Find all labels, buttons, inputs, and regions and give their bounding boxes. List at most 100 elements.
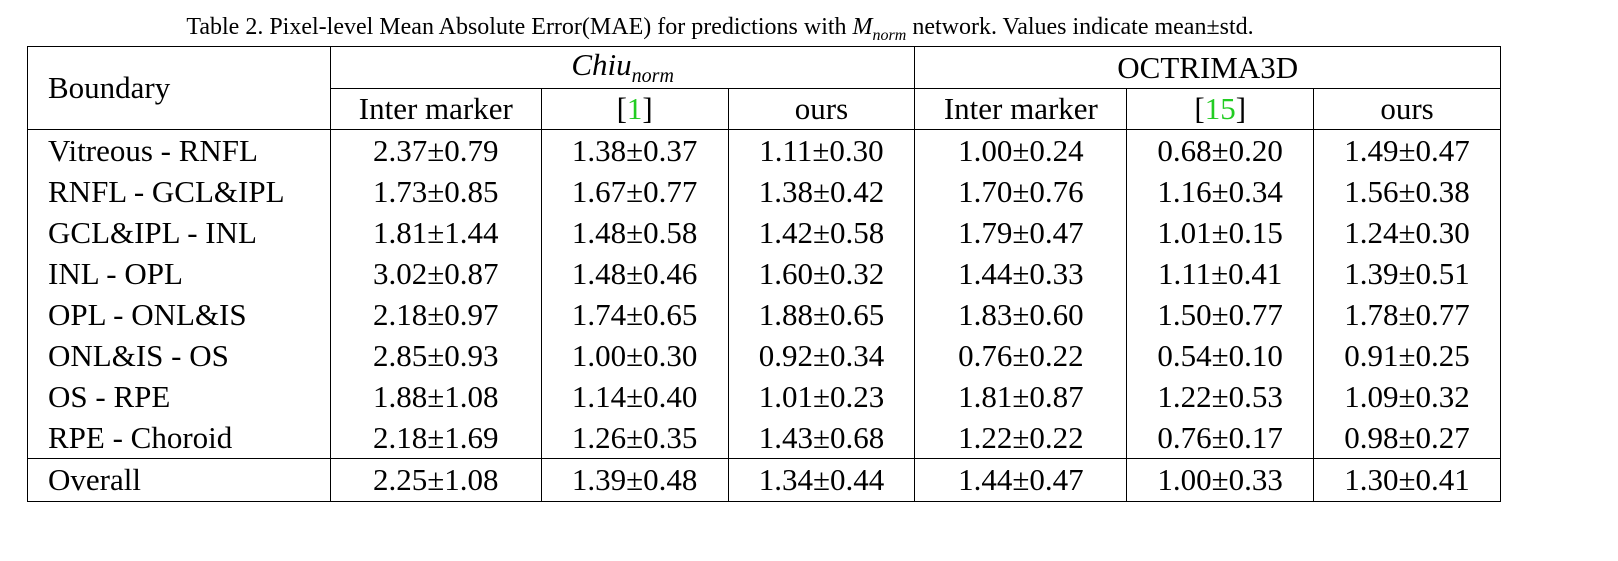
cell-value: 2.18±1.69: [329, 417, 542, 459]
cell-value: 1.00±0.24: [914, 129, 1128, 172]
table-row: OPL - ONL&IS 2.18±0.97 1.74±0.65 1.88±0.…: [27, 294, 1501, 336]
row-boundary: OS - RPE: [27, 376, 331, 418]
cell-value: 1.81±0.87: [914, 376, 1128, 418]
cell-value: 1.38±0.37: [540, 129, 729, 172]
group-header-chiu: Chiunorm: [329, 45, 916, 89]
row-boundary: OPL - ONL&IS: [27, 294, 331, 336]
cell-value: 1.14±0.40: [540, 376, 729, 418]
cell-value: 0.92±0.34: [727, 335, 916, 377]
table-row: Vitreous - RNFL 2.37±0.79 1.38±0.37 1.11…: [27, 129, 1501, 172]
overall-value: 2.25±1.08: [329, 458, 542, 503]
cell-value: 1.48±0.58: [540, 212, 729, 254]
cell-value: 1.78±0.77: [1313, 294, 1501, 336]
subheader-octrima-inter-marker: Inter marker: [914, 88, 1128, 130]
cell-value: 1.22±0.22: [914, 417, 1128, 459]
cell-value: 2.85±0.93: [329, 335, 542, 377]
chiu-sub: norm: [631, 65, 674, 88]
table-row: RPE - Choroid 2.18±1.69 1.26±0.35 1.43±0…: [27, 417, 1501, 459]
cell-value: 1.48±0.46: [540, 253, 729, 295]
cell-value: 1.22±0.53: [1126, 376, 1315, 418]
overall-value: 1.39±0.48: [540, 458, 729, 503]
subheader-chiu-ref[interactable]: [1]: [540, 88, 729, 130]
table-row: RNFL - GCL&IPL 1.73±0.85 1.67±0.77 1.38±…: [27, 171, 1501, 213]
group-header-octrima3d: OCTRIMA3D: [914, 45, 1501, 89]
overall-value: 1.34±0.44: [727, 458, 916, 503]
overall-value: 1.30±0.41: [1313, 458, 1501, 503]
cell-value: 1.56±0.38: [1313, 171, 1501, 213]
caption-suffix: network. Values indicate mean±std.: [906, 14, 1254, 40]
cell-value: 0.68±0.20: [1126, 129, 1315, 172]
cell-value: 1.11±0.41: [1126, 253, 1315, 295]
ref-open: [: [1194, 91, 1205, 127]
row-boundary: RNFL - GCL&IPL: [27, 171, 331, 213]
chiu-base: Chiu: [571, 47, 632, 82]
table-row: OS - RPE 1.88±1.08 1.14±0.40 1.01±0.23 1…: [27, 376, 1501, 418]
cell-value: 1.39±0.51: [1313, 253, 1501, 295]
ref-close: ]: [642, 91, 653, 127]
table-row: GCL&IPL - INL 1.81±1.44 1.48±0.58 1.42±0…: [27, 212, 1501, 254]
cell-value: 1.01±0.15: [1126, 212, 1315, 254]
overall-value: 1.44±0.47: [914, 458, 1128, 503]
cell-value: 0.98±0.27: [1313, 417, 1501, 459]
table-row: ONL&IS - OS 2.85±0.93 1.00±0.30 0.92±0.3…: [27, 335, 1501, 377]
cell-value: 1.88±0.65: [727, 294, 916, 336]
cell-value: 1.50±0.77: [1126, 294, 1315, 336]
header-row-groups: Boundary Chiunorm OCTRIMA3D: [27, 45, 1501, 131]
cell-value: 1.11±0.30: [727, 129, 916, 172]
subheader-octrima-ours: ours: [1313, 88, 1501, 130]
caption-math-base: M: [852, 14, 873, 40]
cell-value: 1.43±0.68: [727, 417, 916, 459]
caption-math-sub: norm: [872, 26, 907, 44]
header-row-methods: Inter marker [1] ours Inter marker [15] …: [27, 88, 1501, 130]
results-table: Boundary Chiunorm OCTRIMA3D Inter marker…: [27, 45, 1501, 503]
citation-link-1[interactable]: 1: [626, 91, 643, 127]
cell-value: 1.60±0.32: [727, 253, 916, 295]
cell-value: 1.38±0.42: [727, 171, 916, 213]
cell-value: 1.16±0.34: [1126, 171, 1315, 213]
table-caption: Table 2. Pixel-level Mean Absolute Error…: [0, 12, 1440, 51]
cell-value: 1.79±0.47: [914, 212, 1128, 254]
cell-value: 1.44±0.33: [914, 253, 1128, 295]
cell-value: 1.81±1.44: [329, 212, 542, 254]
overall-value: 1.00±0.33: [1126, 458, 1315, 503]
cell-value: 1.70±0.76: [914, 171, 1128, 213]
cell-value: 1.24±0.30: [1313, 212, 1501, 254]
boundary-header: Boundary: [27, 45, 331, 131]
table-row: INL - OPL 3.02±0.87 1.48±0.46 1.60±0.32 …: [27, 253, 1501, 295]
overall-row: Overall 2.25±1.08 1.39±0.48 1.34±0.44 1.…: [27, 458, 1501, 503]
row-boundary: GCL&IPL - INL: [27, 212, 331, 254]
subheader-octrima-ref[interactable]: [15]: [1126, 88, 1315, 130]
table-body: Vitreous - RNFL 2.37±0.79 1.38±0.37 1.11…: [27, 129, 1501, 503]
cell-value: 1.73±0.85: [329, 171, 542, 213]
cell-value: 0.76±0.17: [1126, 417, 1315, 459]
cell-value: 1.49±0.47: [1313, 129, 1501, 172]
cell-value: 0.91±0.25: [1313, 335, 1501, 377]
subheader-chiu-inter-marker: Inter marker: [329, 88, 542, 130]
subheader-chiu-ours: ours: [727, 88, 916, 130]
cell-value: 0.54±0.10: [1126, 335, 1315, 377]
row-boundary: RPE - Choroid: [27, 417, 331, 459]
caption-math: Mnorm: [852, 14, 907, 44]
cell-value: 1.09±0.32: [1313, 376, 1501, 418]
cell-value: 1.01±0.23: [727, 376, 916, 418]
cell-value: 2.18±0.97: [329, 294, 542, 336]
row-boundary: INL - OPL: [27, 253, 331, 295]
cell-value: 1.00±0.30: [540, 335, 729, 377]
cell-value: 1.74±0.65: [540, 294, 729, 336]
cell-value: 1.42±0.58: [727, 212, 916, 254]
cell-value: 0.76±0.22: [914, 335, 1128, 377]
cell-value: 1.67±0.77: [540, 171, 729, 213]
ref-open: [: [616, 91, 627, 127]
cell-value: 1.88±1.08: [329, 376, 542, 418]
row-boundary: Vitreous - RNFL: [27, 129, 331, 172]
cell-value: 1.83±0.60: [914, 294, 1128, 336]
citation-link-15[interactable]: 15: [1204, 91, 1236, 127]
cell-value: 3.02±0.87: [329, 253, 542, 295]
caption-prefix: Table 2. Pixel-level Mean Absolute Error…: [186, 14, 853, 40]
cell-value: 2.37±0.79: [329, 129, 542, 172]
overall-label: Overall: [27, 458, 331, 503]
cell-value: 1.26±0.35: [540, 417, 729, 459]
chiu-math: Chiunorm: [571, 47, 674, 87]
ref-close: ]: [1235, 91, 1247, 127]
row-boundary: ONL&IS - OS: [27, 335, 331, 377]
